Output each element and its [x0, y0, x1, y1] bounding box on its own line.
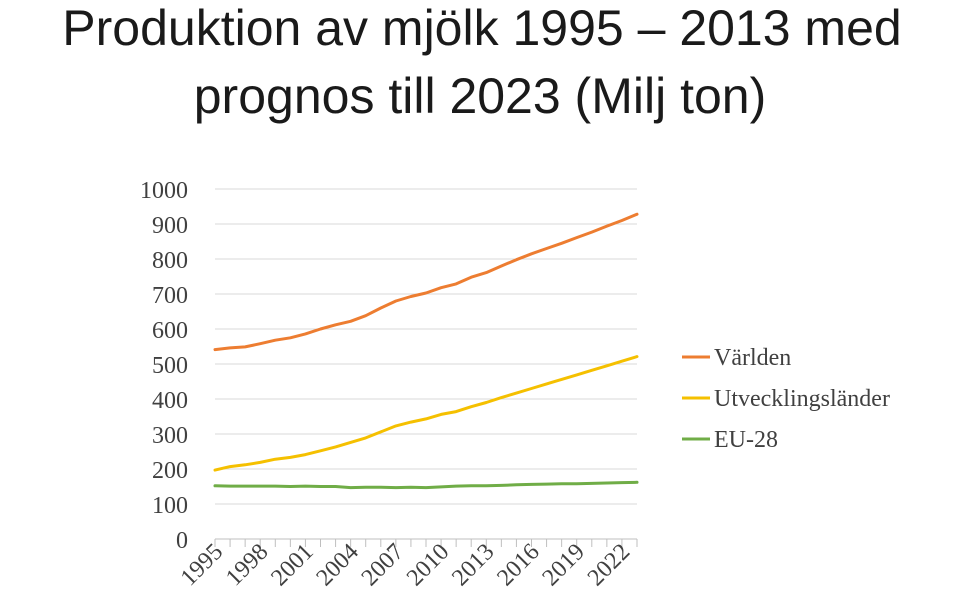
legend-label-3: EU-28	[714, 427, 778, 453]
series-lines	[213, 212, 639, 490]
y-tick-label-300: 300	[152, 423, 188, 449]
x-tick-label-2004: 2004	[312, 539, 364, 591]
x-tick-label-2013: 2013	[447, 539, 499, 591]
x-tick-label-2007: 2007	[357, 539, 409, 591]
y-axis-tick-labels: 0 100 200 300 400 500 600 700 800 900 1000	[140, 178, 188, 554]
y-tick-label-900: 900	[152, 213, 188, 239]
x-tick-label-2016: 2016	[492, 539, 544, 591]
series-line-1	[213, 212, 639, 352]
y-tick-label-100: 100	[152, 493, 188, 519]
chart-title-line-2: prognos till 2023 (Milj ton)	[194, 68, 767, 124]
y-tick-label-800: 800	[152, 248, 188, 274]
y-tick-label-200: 200	[152, 458, 188, 484]
legend-label-2: Utvecklingsländer	[714, 386, 890, 412]
x-axis	[214, 538, 638, 547]
legend: Världen Utvecklingsländer EU-28	[682, 345, 890, 453]
x-tick-label-2010: 2010	[402, 539, 454, 591]
legend-label-1: Världen	[714, 345, 791, 371]
series-line-2	[213, 355, 639, 472]
x-tick-label-2001: 2001	[266, 539, 318, 591]
gridlines	[215, 188, 637, 505]
series-line-3	[213, 480, 639, 490]
y-tick-label-500: 500	[152, 353, 188, 379]
y-tick-label-0: 0	[176, 528, 188, 554]
y-tick-label-600: 600	[152, 318, 188, 344]
x-tick-label-2019: 2019	[538, 539, 590, 591]
y-tick-label-700: 700	[152, 283, 188, 309]
y-tick-label-1000: 1000	[140, 178, 188, 204]
y-tick-label-400: 400	[152, 388, 188, 414]
chart-title-line-1: Produktion av mjölk 1995 – 2013 med	[62, 0, 901, 56]
x-tick-label-1998: 1998	[221, 539, 273, 591]
x-tick-label-2022: 2022	[583, 539, 635, 591]
